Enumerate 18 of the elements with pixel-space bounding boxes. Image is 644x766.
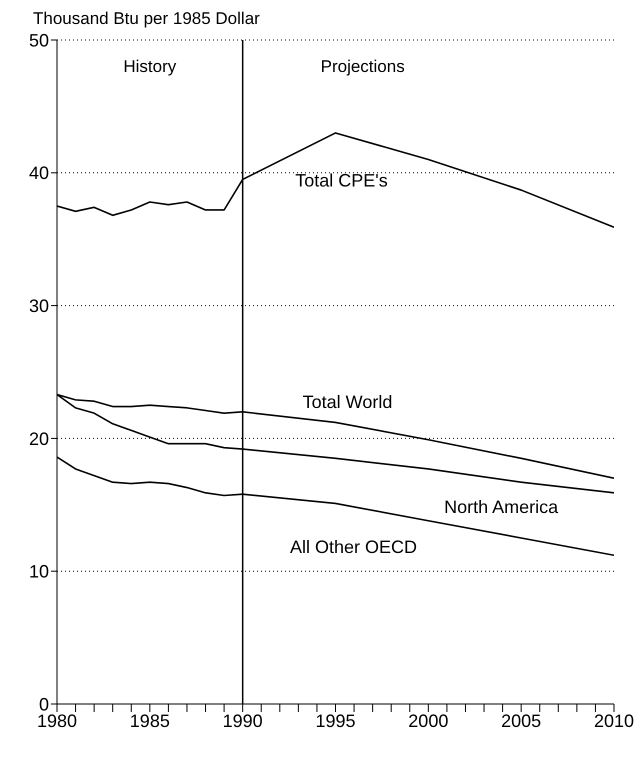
y-tick-label: 30 [28, 296, 49, 316]
x-tick-label: 1995 [315, 710, 356, 731]
series-label: Total World [302, 392, 392, 412]
x-tick-label: 2010 [594, 710, 634, 731]
series-label: All Other OECD [290, 537, 418, 558]
x-tick-label: 2005 [501, 710, 542, 731]
x-tick-label: 1990 [222, 710, 263, 731]
x-tick-label: 2000 [408, 710, 448, 731]
y-tick-label: 20 [28, 428, 49, 449]
annotation: History [123, 57, 177, 76]
y-tick-label: 10 [28, 562, 49, 582]
series-label: Total CPE's [295, 170, 388, 191]
series-label: North America [444, 496, 560, 517]
y-tick-label: 50 [28, 30, 49, 50]
y-tick-label: 40 [28, 163, 49, 184]
y-axis-title: Thousand Btu per 1985 Dollar [33, 8, 261, 30]
x-tick-label: 1985 [130, 710, 170, 731]
annotation: Projections [320, 57, 405, 76]
